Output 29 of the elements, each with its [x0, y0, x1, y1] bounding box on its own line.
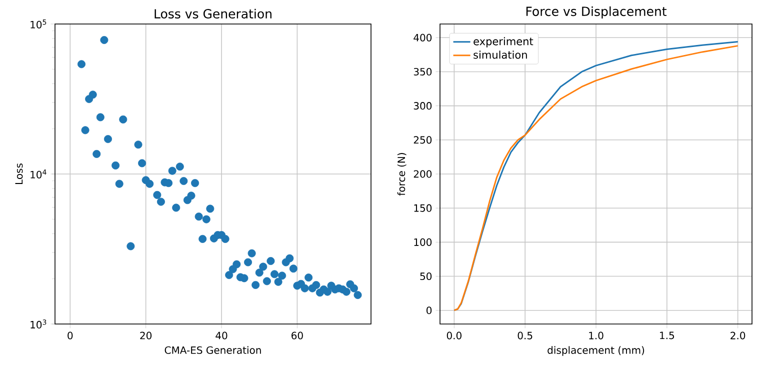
y-tick-label: 100 [414, 238, 432, 246]
y-tick-label: 350 [414, 68, 432, 76]
chart-title: Force vs Displacement [526, 6, 667, 18]
x-tick-label: 2.0 [730, 332, 746, 340]
x-tick-label: 1.0 [589, 332, 604, 340]
y-tick-label: 10$^{3}$ [30, 320, 46, 328]
x-tick-label: 60 [292, 332, 303, 340]
x-tick-label: 1.5 [660, 332, 674, 340]
legend-label: simulation [474, 50, 527, 59]
y-tick-label: 150 [414, 204, 432, 212]
y-tick-label: 10$^{5}$ [30, 20, 46, 28]
y-tick-label: 50 [420, 272, 432, 280]
x-axis-title: displacement (mm) [548, 346, 644, 356]
y-tick-label: 0 [426, 306, 432, 314]
y-tick-label: 300 [414, 102, 432, 110]
chart-title: Loss vs Generation [154, 8, 272, 18]
y-axis-title: Loss [15, 164, 23, 184]
y-axis-title: force (N) [397, 153, 406, 196]
x-axis-title: CMA-ES Generation [164, 346, 261, 354]
y-tick-label: 250 [414, 136, 432, 144]
y-tick-label: 200 [414, 170, 432, 178]
x-tick-label: 0 [68, 332, 73, 340]
legend-label: experiment [474, 37, 534, 48]
x-tick-label: 0.0 [446, 332, 462, 340]
y-tick-label: 400 [414, 34, 432, 42]
y-tick-label: 10$^{4}$ [30, 170, 46, 178]
x-tick-label: 40 [216, 332, 228, 340]
x-tick-label: 0.5 [518, 332, 532, 340]
x-tick-label: 20 [140, 332, 152, 340]
